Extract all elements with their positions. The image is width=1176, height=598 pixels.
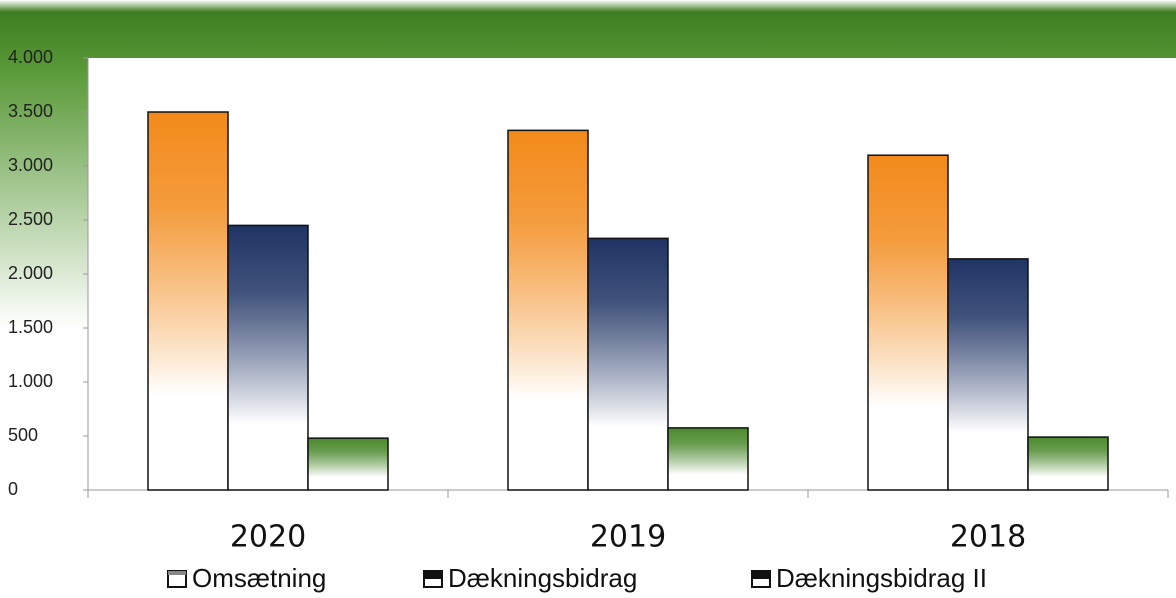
y-tick-label: 3.000 [8,155,53,175]
legend-swatch-fill [424,571,442,579]
y-tick-label: 0 [8,479,18,499]
x-tick-label: 2018 [950,520,1026,555]
y-tick-label: 2.000 [8,263,53,283]
bar [307,437,389,491]
y-tick-label: 4.000 [8,47,53,67]
bar [227,224,309,491]
y-tick-label: 1.000 [8,371,53,391]
bar [867,154,949,491]
legend-label: Dækningsbidrag [448,563,637,593]
x-tick-label: 2020 [230,520,306,555]
y-tick-label: 500 [8,425,38,445]
y-tick-label: 3.500 [8,101,53,121]
legend-label: Omsætning [192,563,326,593]
bar [587,237,669,491]
bar [947,258,1029,491]
x-tick-label: 2019 [590,520,666,555]
legend-swatch-fill [752,571,770,579]
y-tick-label: 2.500 [8,209,53,229]
bar [507,129,589,491]
bar [667,427,749,491]
legend-label: Dækningsbidrag II [776,563,987,593]
bar [147,111,229,491]
legend-swatch-fill [168,571,186,575]
bar [1027,436,1109,491]
y-tick-label: 1.500 [8,317,53,337]
